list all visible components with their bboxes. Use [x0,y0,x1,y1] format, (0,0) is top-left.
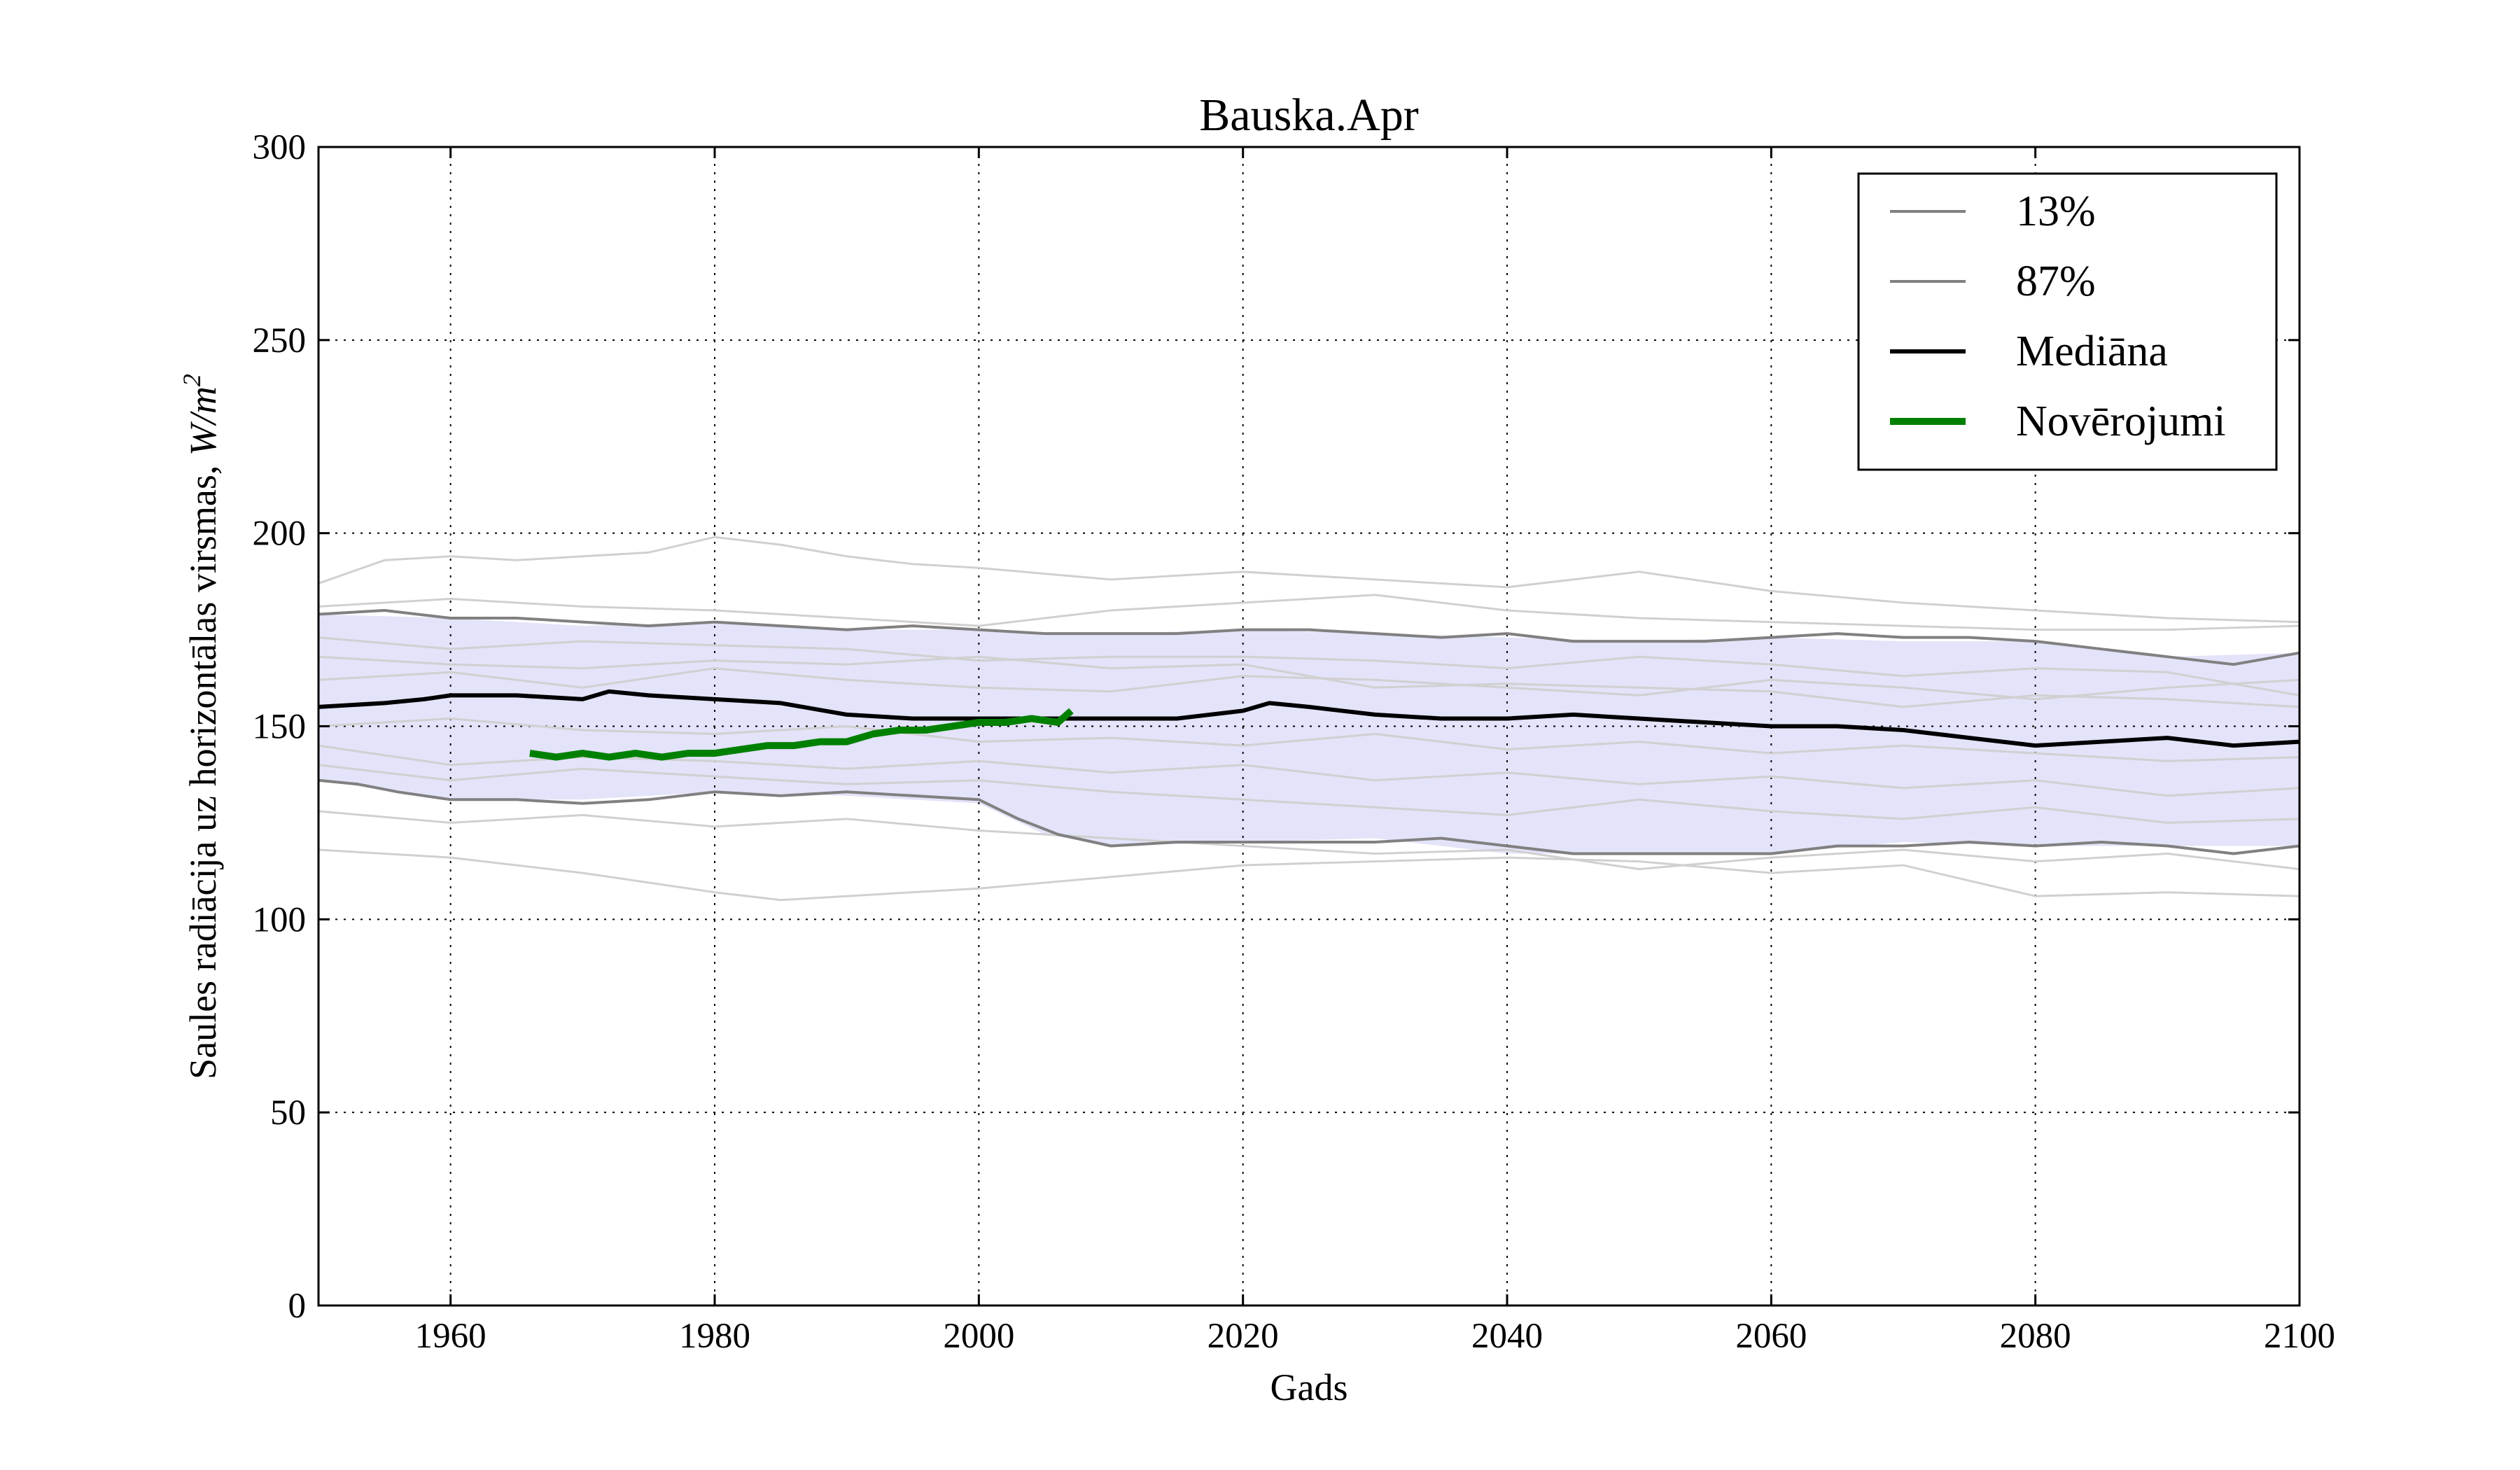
axis-ticks: 1960 1980 2000 2020 2040 2060 2080 2100 0 50 100 15… [253,128,2336,1356]
legend-item: 87% [1890,258,2096,305]
legend: 13% 87% Mediāna Novērojumi [1857,172,2278,471]
legend-item: 13% [1890,188,2096,235]
ensemble-line [318,744,2300,797]
ensemble-line [318,636,2300,696]
y-axis-title-text: Saules radiācija uz horizontālas virsmas… [182,456,224,1079]
ensemble-lines [318,536,2300,902]
x-tick-label: 2080 [2000,1317,2071,1356]
y-tick-label: 300 [253,128,307,167]
chart-title: Bauska.Apr [1199,90,1418,141]
legend-label: 87% [2016,258,2096,305]
x-tick-label: 1960 [415,1317,486,1356]
ensemble-line [318,536,2300,624]
series-line-3 [529,708,1074,761]
x-tick-label: 2040 [1471,1317,1543,1356]
series-line-0 [318,778,2300,855]
x-axis-title: Gads [1270,1366,1348,1408]
y-axis-title: Saules radiācija uz horizontālas virsmas… [178,374,224,1079]
legend-label: Novērojumi [2016,398,2226,445]
x-tick-label: 1980 [679,1317,750,1356]
series-line-1 [318,609,2300,666]
ensemble-line [318,848,2300,902]
y-tick-label: 250 [253,321,307,360]
series-lines [318,609,2300,855]
y-tick-label: 50 [270,1093,306,1133]
ensemble-line [318,594,2300,631]
y-tick-label: 150 [253,708,307,747]
y-tick-label: 100 [253,900,307,939]
ensemble-line [318,667,2300,701]
y-axis-title-unit: W/m [182,386,224,456]
series-line-2 [318,689,2300,748]
x-tick-label: 2060 [1735,1317,1807,1356]
legend-item: Mediāna [1890,328,2168,375]
y-tick-label: 200 [253,514,307,554]
legend-label: Mediāna [2016,328,2168,375]
x-tick-label: 2020 [1208,1317,1279,1356]
ensemble-line [318,718,2300,762]
x-tick-label: 2000 [943,1317,1014,1356]
y-axis-title-exponent: 2 [178,374,206,386]
ensemble-line [318,655,2300,708]
legend-item: Novērojumi [1890,398,2226,445]
y-tick-label: 0 [288,1287,307,1326]
x-tick-label: 2100 [2264,1317,2335,1356]
legend-label: 13% [2016,188,2096,235]
ensemble-line [318,810,2300,871]
ensemble-line [318,764,2300,824]
